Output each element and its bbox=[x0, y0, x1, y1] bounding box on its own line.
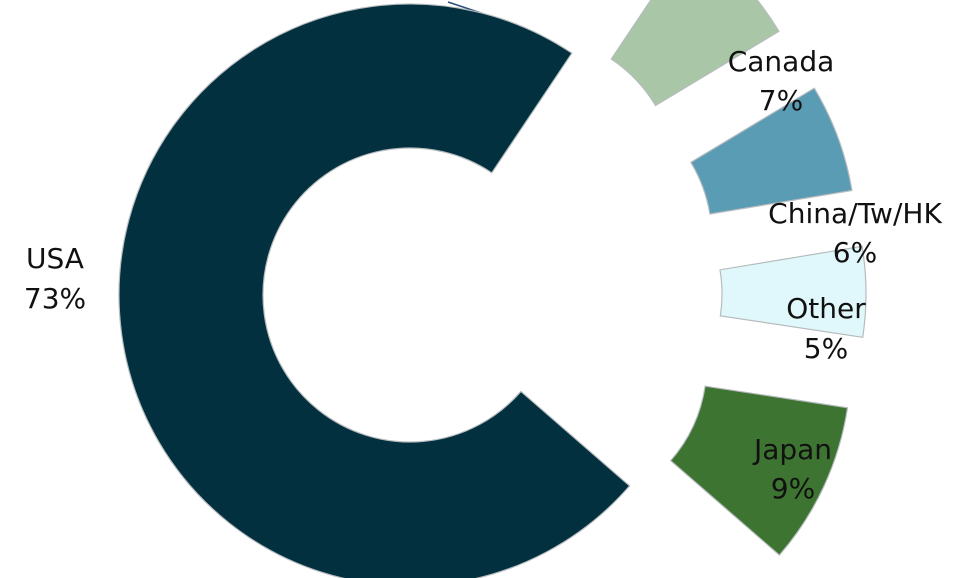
slice-label-japan: Japan bbox=[752, 433, 832, 466]
slice-canada bbox=[610, 0, 780, 107]
slice-label-other: Other bbox=[786, 292, 866, 325]
slice-value-japan: 9% bbox=[771, 472, 815, 505]
slice-other bbox=[719, 245, 867, 339]
slice-label-usa: USA bbox=[26, 242, 84, 275]
slice-value-china-tw-hk: 6% bbox=[833, 236, 877, 269]
slice-label-canada: Canada bbox=[728, 45, 835, 78]
slice-value-other: 5% bbox=[804, 332, 848, 365]
slice-label-china-tw-hk: China/Tw/HK bbox=[768, 197, 942, 230]
slice-usa bbox=[118, 3, 631, 578]
slice-value-canada: 7% bbox=[759, 84, 803, 117]
slice-labels: USA 73% Canada 7% China/Tw/HK 6% Other 5… bbox=[24, 45, 943, 505]
slice-value-usa: 73% bbox=[24, 282, 86, 315]
slice-china-tw-hk bbox=[690, 87, 853, 215]
donut-slices bbox=[118, 0, 867, 578]
slice-japan bbox=[669, 385, 849, 556]
